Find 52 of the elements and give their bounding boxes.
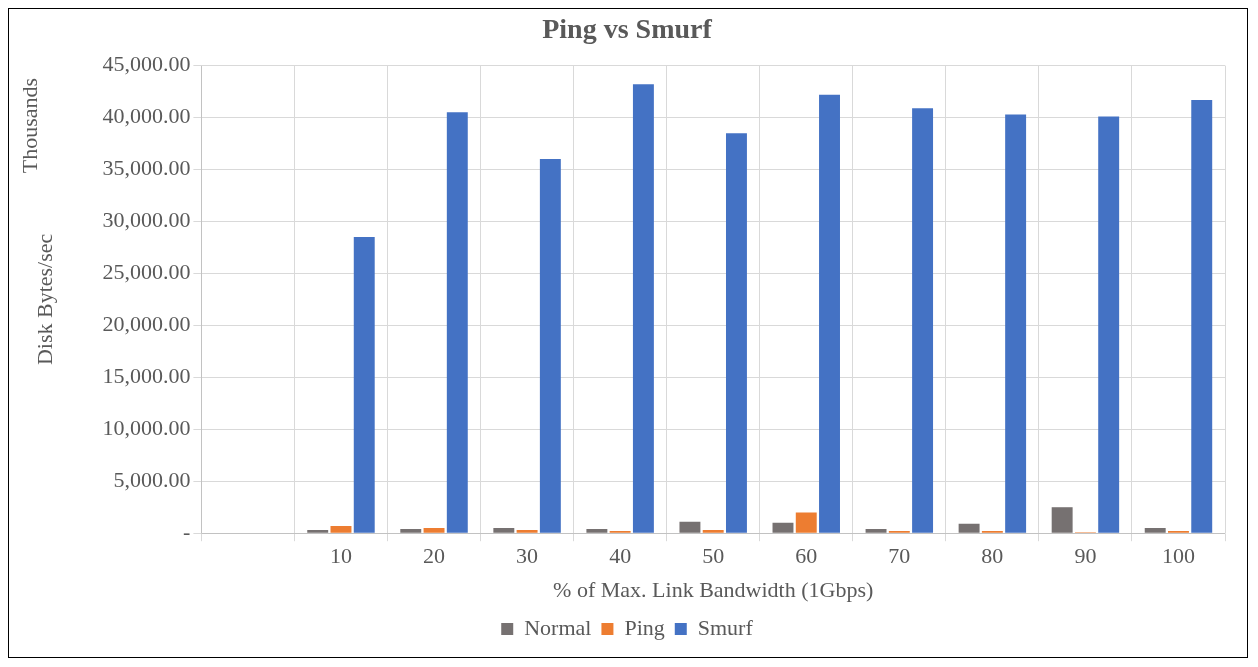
bar bbox=[726, 133, 747, 533]
bar bbox=[912, 108, 934, 533]
bar bbox=[516, 530, 538, 533]
y-tick-label: 40,000.00 bbox=[102, 103, 191, 129]
y-tick-label: - bbox=[183, 518, 191, 544]
y-tick-label: 30,000.00 bbox=[102, 207, 191, 233]
legend-label: Normal bbox=[524, 614, 592, 640]
x-axis-title: % of Max. Link Bandwidth (1Gbps) bbox=[553, 576, 874, 602]
bar bbox=[679, 521, 701, 533]
y-tick-label: 20,000.00 bbox=[102, 311, 191, 337]
x-tick-label: 30 bbox=[516, 543, 539, 569]
x-tick-label: 70 bbox=[888, 543, 911, 569]
bar bbox=[330, 525, 352, 533]
bar bbox=[400, 529, 422, 533]
bar bbox=[493, 528, 515, 533]
bar bbox=[1098, 116, 1120, 533]
bar bbox=[586, 529, 608, 533]
bar bbox=[446, 112, 468, 533]
y-axis-title: Disk Bytes/sec bbox=[31, 233, 57, 366]
bar bbox=[795, 512, 817, 533]
x-tick-label: 50 bbox=[702, 543, 725, 569]
x-tick-label: 40 bbox=[609, 543, 632, 569]
bar bbox=[1051, 507, 1073, 533]
x-tick-label: 100 bbox=[1161, 543, 1195, 569]
y-tick-label: 5,000.00 bbox=[113, 467, 191, 493]
bar bbox=[1005, 114, 1027, 533]
x-tick-label: 90 bbox=[1074, 543, 1097, 569]
chart-title: Ping vs Smurf bbox=[542, 13, 713, 45]
y-tick-label: 35,000.00 bbox=[102, 155, 191, 181]
bar bbox=[1191, 99, 1213, 533]
legend-label: Ping bbox=[624, 614, 665, 640]
bar bbox=[632, 84, 654, 533]
bar bbox=[702, 530, 724, 533]
bar bbox=[539, 159, 561, 533]
y-tick-label: 10,000.00 bbox=[102, 415, 191, 441]
bar bbox=[1144, 528, 1166, 533]
x-tick-label: 60 bbox=[795, 543, 818, 569]
bar bbox=[353, 237, 375, 533]
bar bbox=[423, 528, 445, 533]
y-tick-label: 45,000.00 bbox=[102, 51, 191, 77]
bar bbox=[772, 522, 794, 533]
bar bbox=[865, 529, 887, 533]
x-tick-label: 80 bbox=[981, 543, 1004, 569]
y-tick-label: 15,000.00 bbox=[102, 363, 191, 389]
legend-label: Smurf bbox=[697, 614, 754, 640]
y-tick-label: 25,000.00 bbox=[102, 259, 191, 285]
bar bbox=[307, 530, 329, 533]
bar bbox=[958, 523, 980, 533]
bar bbox=[819, 94, 840, 533]
x-tick-label: 20 bbox=[423, 543, 446, 569]
x-tick-label: 10 bbox=[329, 543, 352, 569]
text: Thousands bbox=[17, 77, 43, 174]
